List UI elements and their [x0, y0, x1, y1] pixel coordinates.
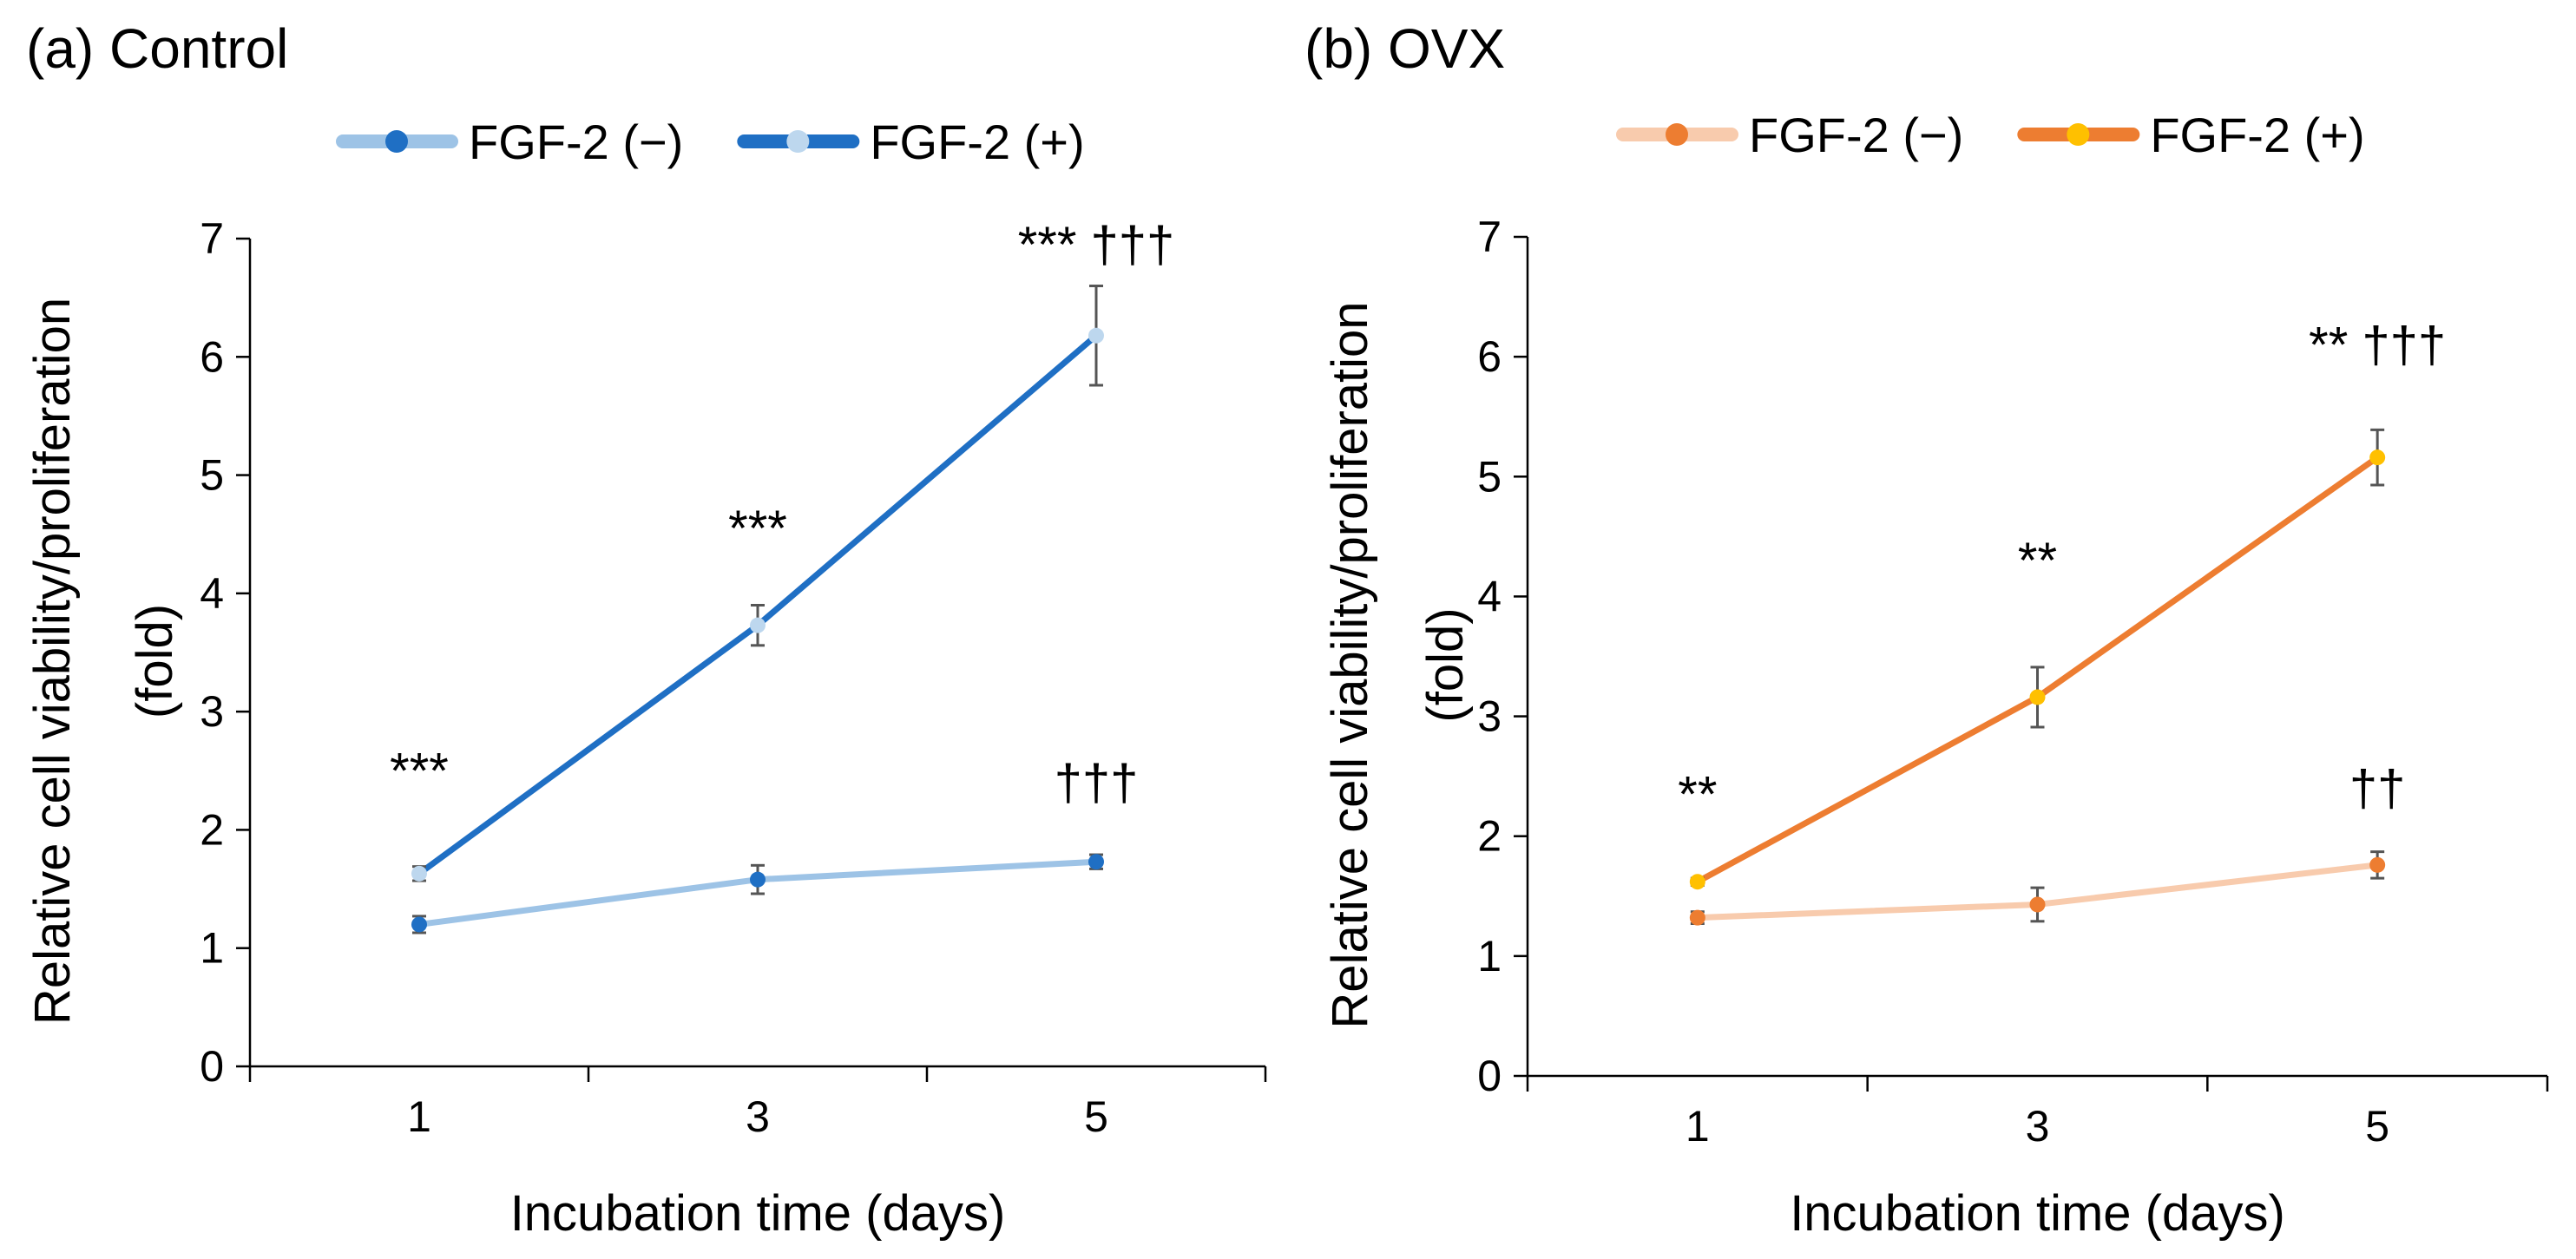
x-axis-title: Incubation time (days): [510, 1185, 1006, 1242]
significance-annotation: †††: [1055, 755, 1139, 811]
data-point: [1088, 854, 1104, 870]
legend-label: FGF-2 (−): [469, 115, 683, 169]
y-tick-label: 7: [1477, 213, 1502, 261]
legend-item: FGF-2 (+): [2017, 108, 2365, 162]
legend-label: FGF-2 (−): [1749, 108, 1963, 162]
data-point: [411, 865, 427, 882]
x-tick-label: 5: [2365, 1102, 2389, 1151]
x-axis-title: Incubation time (days): [1790, 1185, 2285, 1242]
significance-annotation: ***: [390, 743, 449, 799]
x-tick-label: 3: [2026, 1102, 2050, 1151]
y-axis-title-unit: (fold): [1417, 607, 1474, 722]
data-point: [2029, 689, 2046, 705]
legend-item: FGF-2 (+): [737, 115, 1085, 169]
y-tick-label: 0: [1477, 1052, 1502, 1100]
y-axis-title: Relative cell viability/proliferation: [1322, 301, 1378, 1028]
legend-marker: [385, 130, 408, 153]
significance-annotation: **: [1678, 766, 1717, 823]
y-tick-label: 5: [1477, 452, 1502, 501]
panel-title: (a) Control: [26, 17, 288, 80]
y-tick-label: 1: [200, 924, 224, 973]
data-point: [411, 916, 427, 933]
x-tick-label: 5: [1084, 1092, 1108, 1141]
legend-marker: [1666, 123, 1688, 146]
x-tick-label: 1: [407, 1092, 431, 1141]
data-point: [2029, 896, 2046, 913]
legend-marker: [786, 130, 810, 153]
data-point: [1088, 327, 1104, 344]
significance-annotation: *** †††: [1018, 217, 1175, 273]
legend-marker: [2067, 123, 2090, 146]
data-point: [2369, 449, 2386, 466]
legend-item: FGF-2 (−): [336, 115, 683, 169]
data-point: [750, 871, 766, 888]
y-tick-label: 4: [200, 569, 224, 618]
legend-label: FGF-2 (+): [2150, 108, 2364, 162]
y-tick-label: 3: [200, 687, 224, 736]
data-point: [1689, 874, 1705, 890]
y-tick-label: 1: [1477, 932, 1502, 980]
y-tick-label: 2: [1477, 812, 1502, 861]
legend-label: FGF-2 (+): [870, 115, 1084, 169]
y-tick-label: 4: [1477, 572, 1502, 620]
x-tick-label: 1: [1686, 1102, 1710, 1151]
significance-annotation: **: [2018, 533, 2057, 589]
y-tick-label: 7: [200, 214, 224, 263]
y-tick-label: 3: [1477, 692, 1502, 741]
significance-annotation: ***: [728, 501, 787, 557]
y-tick-label: 6: [200, 332, 224, 381]
data-point: [750, 617, 766, 633]
chart-panel-0: (a) Control 0 1 2 3 4 5 6 7 1 3 5 Incubation time (d…: [24, 17, 1267, 1242]
data-point: [2369, 856, 2386, 873]
y-tick-label: 0: [200, 1042, 224, 1091]
legend-item: FGF-2 (−): [1616, 108, 1963, 162]
y-axis-title: Relative cell viability/proliferation: [24, 298, 81, 1025]
y-tick-label: 6: [1477, 332, 1502, 381]
y-tick-label: 2: [200, 805, 224, 854]
data-point: [1689, 909, 1705, 926]
significance-annotation: ††: [2349, 760, 2406, 816]
y-axis-title-unit: (fold): [127, 604, 183, 718]
x-tick-label: 3: [746, 1092, 770, 1141]
panel-title: (b) OVX: [1304, 17, 1505, 80]
significance-annotation: ** †††: [2309, 317, 2446, 373]
y-tick-label: 5: [200, 451, 224, 500]
chart-panel-1: (b) OVX 0 1 2 3 4 5 6 7 1 3 5 Incubation time (days)…: [1304, 17, 2549, 1242]
